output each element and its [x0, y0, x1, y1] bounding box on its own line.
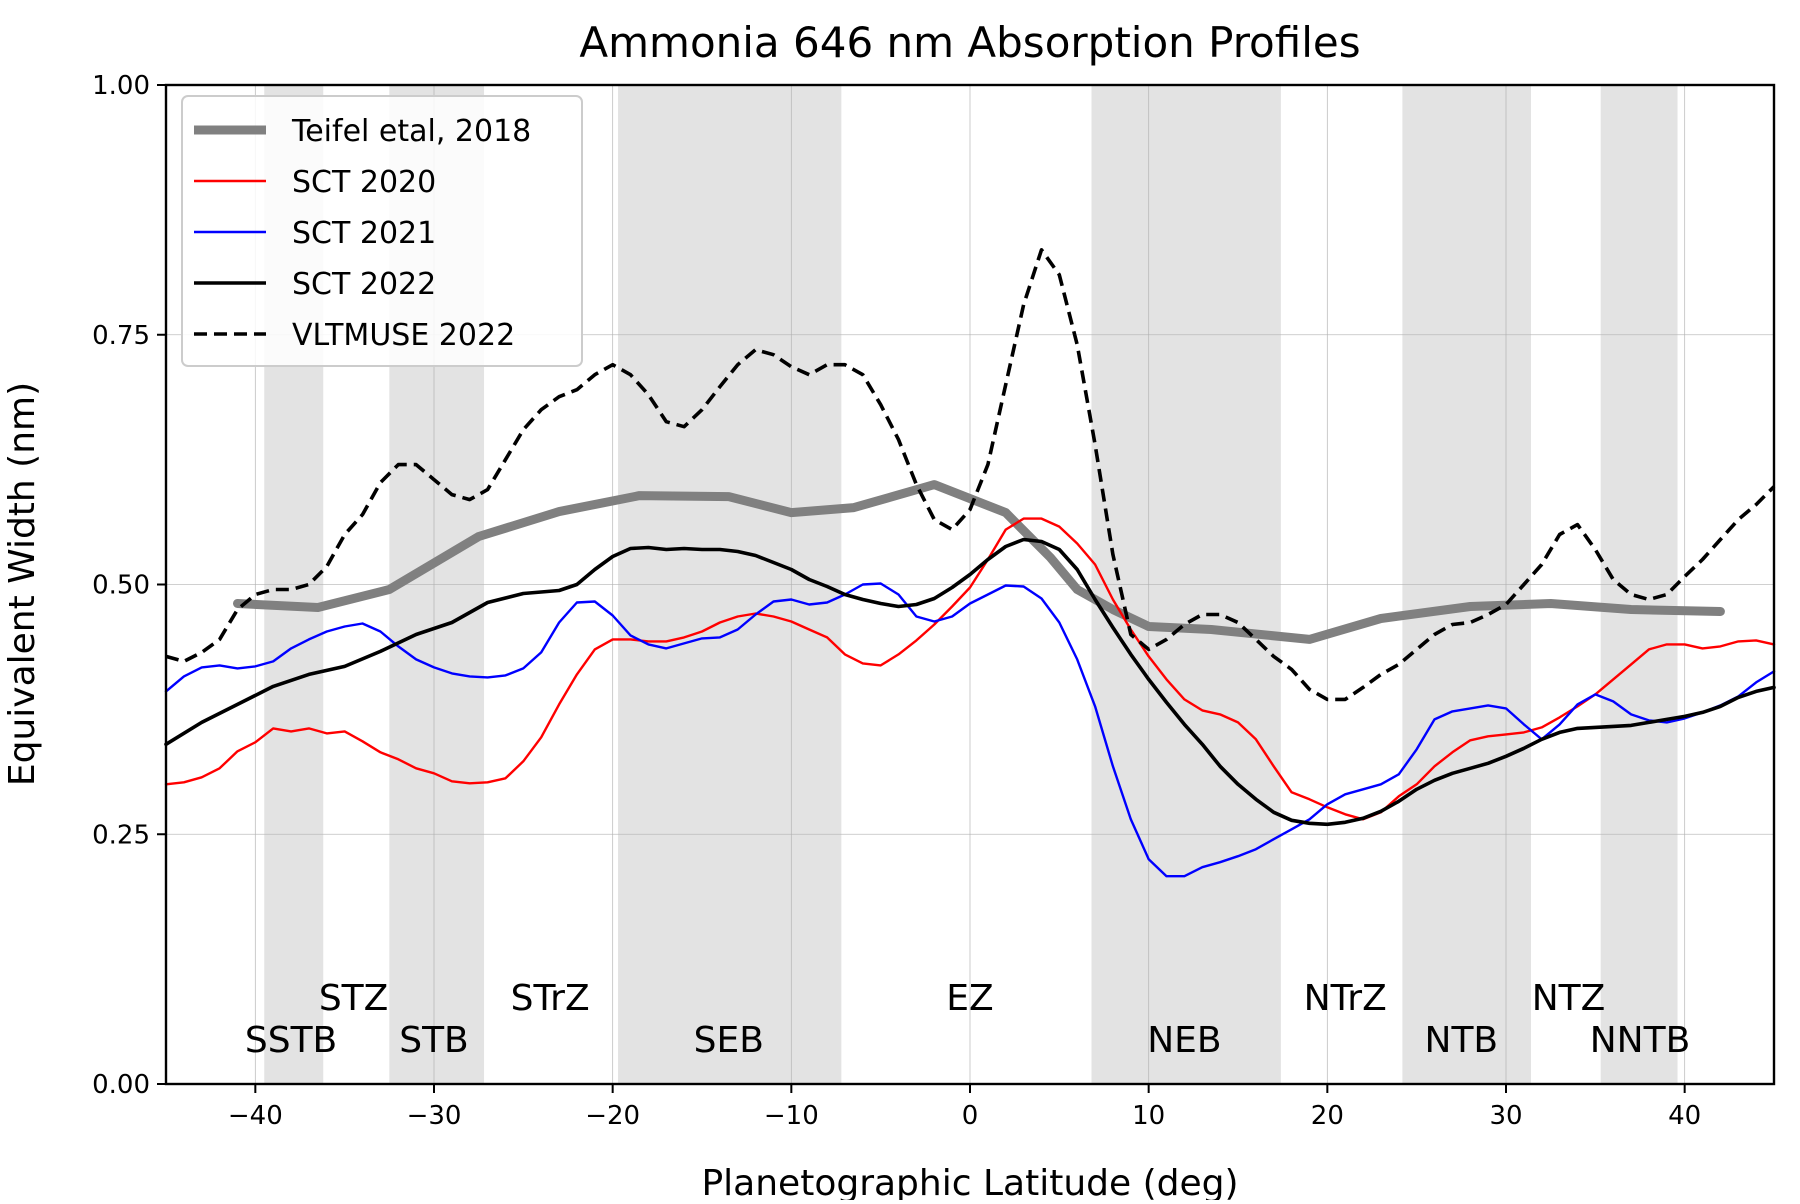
x-tick-label: 40: [1668, 1101, 1701, 1131]
zone-label-seb: SEB: [694, 1020, 764, 1061]
x-tick-label: −40: [228, 1101, 283, 1131]
legend-label-sct-2021: SCT 2021: [292, 216, 436, 251]
legend-label-teifel-etal-2018: Teifel etal, 2018: [291, 114, 531, 149]
y-axis-label: Equivalent Width (nm): [2, 382, 43, 786]
legend-box: [181, 95, 583, 367]
y-tick-label: 0.75: [92, 321, 150, 351]
zone-label-ez: EZ: [946, 978, 993, 1019]
series-line-sct-2020: [164, 517, 1776, 821]
legend-label-sct-2022: SCT 2022: [292, 267, 436, 302]
series-line-sct-2022: [164, 537, 1776, 827]
data-series: [164, 248, 1776, 878]
zone-label-stz: STZ: [319, 978, 389, 1019]
series-line-vltmuse-2022: [165, 248, 1776, 702]
x-tick-label: 20: [1311, 1101, 1344, 1131]
zone-label-neb: NEB: [1147, 1020, 1221, 1061]
x-tick-label: −20: [585, 1101, 640, 1131]
legend: Teifel etal, 2018 SCT 2020 SCT 2021 SCT 202…: [181, 95, 583, 367]
legend-label-vltmuse-2022: VLTMUSE 2022: [292, 318, 515, 353]
chart-title: Ammonia 646 nm Absorption Profiles: [579, 18, 1360, 67]
y-axis-ticks: 0.00 0.25 0.50 0.75 1.00: [92, 71, 166, 1100]
x-tick-label: 0: [962, 1101, 979, 1131]
zone-label-stb: STB: [399, 1020, 469, 1061]
x-axis-ticks: −40 −30 −20 −10 0 10 20 30 40: [228, 1084, 1701, 1131]
zone-label-ntb: NTB: [1425, 1020, 1499, 1061]
x-axis-label: Planetographic Latitude (deg): [701, 1163, 1238, 1200]
zone-label-ntrz: NTrZ: [1304, 978, 1387, 1019]
zone-label-sstb: SSTB: [245, 1020, 337, 1061]
x-tick-label: 30: [1489, 1101, 1522, 1131]
y-tick-label: 0.50: [92, 571, 150, 601]
x-tick-label: −30: [407, 1101, 462, 1131]
y-tick-label: 1.00: [92, 71, 150, 101]
zone-label-nntb: NNTB: [1590, 1020, 1691, 1061]
legend-label-sct-2020: SCT 2020: [292, 165, 436, 200]
series-line-teifel-etal-2018: [233, 480, 1725, 644]
zone-label-ntz: NTZ: [1532, 978, 1606, 1019]
y-tick-label: 0.00: [92, 1070, 150, 1100]
x-tick-label: 10: [1132, 1101, 1165, 1131]
x-tick-label: −10: [764, 1101, 819, 1131]
series-line-sct-2021: [164, 582, 1776, 878]
y-tick-label: 0.25: [92, 820, 150, 850]
belt-zone-labels: STZ STrZ EZ NTrZ NTZ SSTB STB SEB NEB NTB NNTB: [245, 978, 1690, 1061]
zone-label-strz: STrZ: [511, 978, 590, 1019]
